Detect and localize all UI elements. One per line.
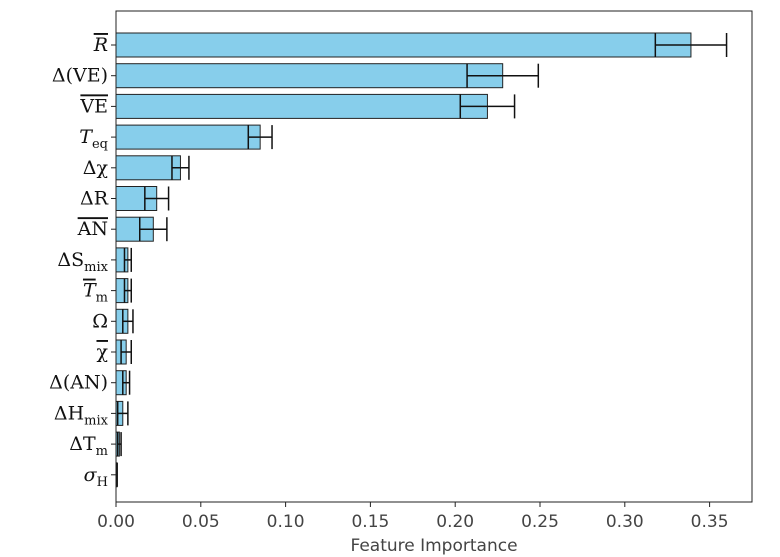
y-tick-label-t-m-bar: Tm: [83, 280, 108, 306]
x-axis-ticks: 0.00 0.05 0.10 0.15 0.20 0.25 0.30 0.35: [97, 502, 729, 532]
y-tick-label-t-eq: Teq: [79, 126, 108, 152]
bar-r-bar: [115, 32, 692, 58]
y-axis-ticks: R Δ(VE) VE Teq Δχ ΔR AN ΔSmix Tm Ωχ Δ(AN) ΔHmix ΔTm σ…: [49, 34, 116, 490]
y-tick-label-delta-ve: Δ(VE): [52, 65, 108, 87]
plot-frame: [115, 10, 753, 503]
bar-delta-ve: [115, 63, 504, 89]
x-tick-label: 0.35: [691, 512, 729, 532]
x-tick-label: 0.10: [267, 512, 305, 532]
y-tick-label-delta-h-mix: ΔHmix: [54, 402, 109, 428]
y-tick-label-omega: Ω: [92, 310, 108, 332]
y-tick-label-delta-t-m: ΔTm: [69, 433, 108, 459]
plot-background: [116, 11, 752, 502]
y-tick-label-delta-s-mix: ΔSmix: [57, 249, 108, 275]
bars-layer: [115, 32, 692, 488]
y-tick-label-sigma-h: σH: [84, 464, 108, 490]
x-axis-label: Feature Importance: [350, 536, 517, 556]
bar-delta-chi: [115, 155, 181, 181]
x-tick-label: 0.25: [521, 512, 559, 532]
y-tick-label-delta-r: ΔR: [80, 188, 109, 210]
bar-ve-bar: [115, 93, 488, 119]
x-tick-label: 0.05: [182, 512, 220, 532]
x-tick-label: 0.15: [351, 512, 389, 532]
x-tick-label: 0.00: [97, 512, 135, 532]
x-tick-label: 0.30: [606, 512, 644, 532]
y-tick-label-ve-bar: VE: [79, 95, 108, 117]
x-tick-label: 0.20: [436, 512, 474, 532]
bar-t-eq: [115, 124, 261, 150]
y-tick-label-delta-chi: Δχ: [83, 157, 109, 179]
y-tick-label-r-bar: R: [93, 34, 108, 56]
y-tick-label-delta-an: Δ(AN): [49, 372, 108, 394]
y-tick-label-chi-bar: χ: [96, 341, 108, 363]
error-bars-layer: [115, 33, 728, 487]
y-tick-label-an-bar: AN: [77, 218, 108, 240]
